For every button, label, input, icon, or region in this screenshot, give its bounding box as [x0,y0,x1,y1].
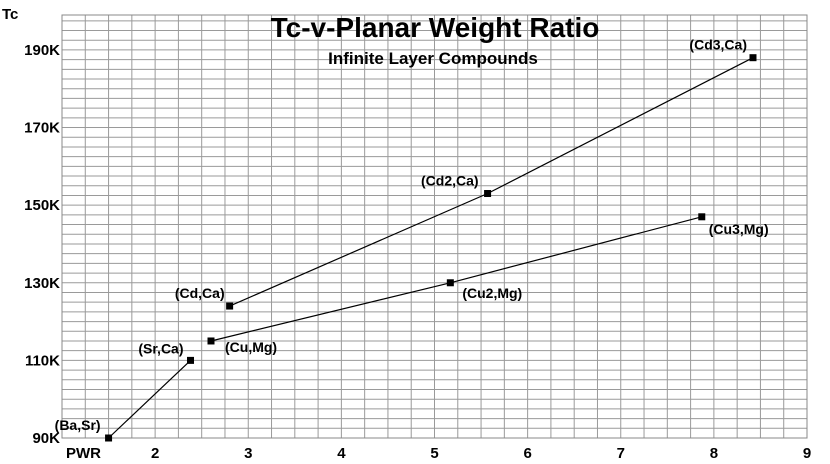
plot-frame [61,14,808,439]
data-point-marker [484,190,492,198]
y-axis-label: Tc [2,6,18,23]
x-tick-label: 6 [523,445,531,462]
data-point-label: (Ba,Sr) [55,417,101,433]
y-tick-label: 150K [24,197,60,214]
x-tick-label: 3 [244,445,252,462]
x-axis-label: PWR [66,445,101,462]
y-tick-label: 130K [24,275,60,292]
data-point-label: (Cd2,Ca) [421,173,479,189]
series-line [210,216,702,342]
y-tick-labels: 90K 110K 130K 150K 170K 190K [24,42,60,447]
x-tick-label: 2 [151,445,159,462]
data-point-label: (Sr,Ca) [138,340,183,356]
gridlines [62,15,807,438]
data-point-marker [698,213,706,221]
series-line [108,359,191,439]
series-lines [108,57,754,439]
data-point-marker [446,279,454,287]
chart-subtitle: Infinite Layer Compounds [328,49,538,68]
data-point-marker [105,434,113,442]
data-points: (Ba,Sr) (Sr,Ca) (Cu,Mg) (Cu2,Mg) (Cu3,Mg) (Cd… [55,37,769,442]
y-tick-label: 190K [24,42,60,59]
x-tick-label: 7 [617,445,625,462]
x-tick-label: 9 [803,445,811,462]
data-point-marker [187,356,195,364]
data-point-marker [207,337,215,345]
data-point-marker [749,54,757,62]
x-tick-labels: 2 3 4 5 6 7 8 9 [151,445,811,462]
data-point-label: (Cd,Ca) [175,285,225,301]
y-tick-label: 90K [32,430,60,447]
x-tick-label: 8 [710,445,718,462]
data-point-label: (Cd3,Ca) [689,37,747,53]
x-tick-label: 5 [430,445,438,462]
data-point-label: (Cu2,Mg) [462,285,522,301]
y-tick-label: 110K [25,352,60,369]
series-line [229,57,754,307]
data-point-label: (Cu3,Mg) [709,221,769,237]
data-point-marker [226,302,234,310]
x-tick-label: 4 [337,445,346,462]
data-point-label: (Cu,Mg) [225,339,277,355]
chart-title: Tc-v-Planar Weight Ratio [271,12,600,43]
y-tick-label: 170K [24,120,60,137]
